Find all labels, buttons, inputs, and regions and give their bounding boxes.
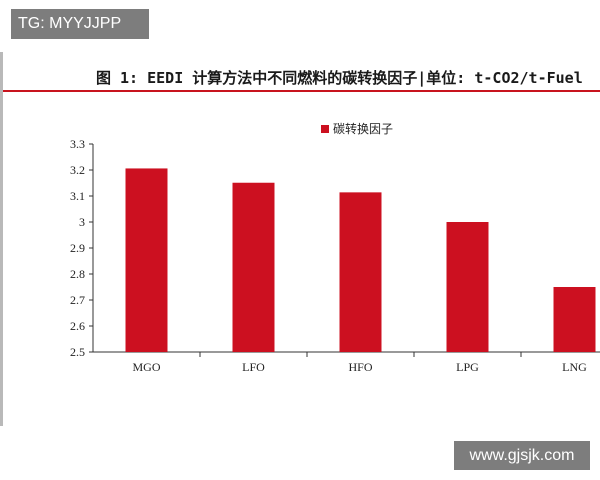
bar-mgo xyxy=(125,168,168,352)
y-tick-label: 2.8 xyxy=(70,267,85,281)
x-tick-label: LPG xyxy=(456,360,479,374)
legend-label: 碳转换因子 xyxy=(333,121,393,136)
x-tick-label: LNG xyxy=(562,360,587,374)
x-tick-label: HFO xyxy=(348,360,372,374)
left-edge-strip xyxy=(0,52,3,427)
bar-lng xyxy=(553,287,596,352)
legend-swatch xyxy=(321,125,329,133)
bar-hfo xyxy=(339,192,382,352)
bar-chart: 2.5 2.6 2.7 2.8 2.9 3 3.1 3.2 3.3 MGO LFO HFO LPG LN… xyxy=(70,121,600,374)
x-axis: MGO LFO HFO LPG LNG xyxy=(93,351,600,374)
watermark-bottom: www.gjsjk.com xyxy=(454,441,590,470)
bar-lfo xyxy=(232,182,275,352)
title-rule xyxy=(3,90,600,92)
bar-lpg xyxy=(446,222,489,352)
y-tick-label: 2.5 xyxy=(70,345,85,359)
x-tick-label: MGO xyxy=(132,360,160,374)
x-tick-label: LFO xyxy=(242,360,265,374)
bars xyxy=(125,168,596,352)
y-axis: 2.5 2.6 2.7 2.8 2.9 3 3.1 3.2 3.3 xyxy=(70,137,94,359)
y-tick-label: 2.7 xyxy=(70,293,85,307)
y-tick-label: 3 xyxy=(79,215,85,229)
y-tick-label: 3.2 xyxy=(70,163,85,177)
y-tick-label: 2.9 xyxy=(70,241,85,255)
y-tick-label: 2.6 xyxy=(70,319,85,333)
y-tick-label: 3.3 xyxy=(70,137,85,151)
figure-title: 图 1: EEDI 计算方法中不同燃料的碳转换因子|单位: t-CO2/t-Fu… xyxy=(96,69,583,87)
y-tick-label: 3.1 xyxy=(70,189,85,203)
legend: 碳转换因子 xyxy=(321,121,393,136)
watermark-top: TG: MYYJJPP xyxy=(11,9,149,39)
